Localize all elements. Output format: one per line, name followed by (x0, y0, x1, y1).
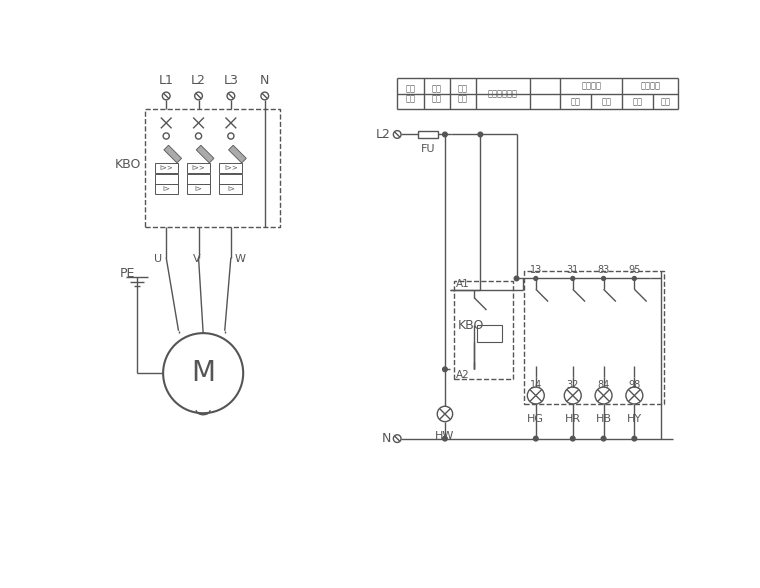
Text: HR: HR (565, 414, 581, 424)
Bar (154, 163, 178, 173)
Text: 等待: 等待 (632, 97, 642, 106)
Bar (154, 183, 178, 194)
Circle shape (442, 132, 447, 137)
Text: I>: I> (227, 186, 235, 192)
Text: L3: L3 (223, 74, 239, 86)
Text: I>>: I>> (224, 165, 238, 171)
Text: N: N (260, 74, 270, 86)
Circle shape (602, 276, 606, 280)
Text: 辅助信号: 辅助信号 (581, 82, 601, 91)
Text: 电源
信号: 电源 信号 (458, 84, 467, 103)
Text: 83: 83 (597, 265, 610, 275)
Text: I>>: I>> (192, 165, 205, 171)
Text: A2: A2 (456, 370, 470, 380)
Circle shape (632, 436, 637, 441)
Circle shape (442, 367, 447, 372)
Text: HG: HG (527, 414, 544, 424)
Circle shape (571, 436, 575, 441)
Text: L2: L2 (376, 128, 391, 141)
Bar (154, 173, 178, 183)
Text: 二次
电源: 二次 电源 (406, 84, 416, 103)
Text: N: N (382, 432, 391, 445)
Circle shape (632, 276, 636, 280)
Text: I>: I> (195, 186, 202, 192)
Polygon shape (164, 145, 182, 163)
Circle shape (571, 276, 575, 280)
Text: 98: 98 (629, 380, 641, 390)
Text: V: V (193, 254, 201, 264)
Text: 14: 14 (530, 380, 542, 390)
Polygon shape (196, 145, 214, 163)
Text: W: W (235, 254, 245, 264)
Text: L2: L2 (191, 74, 206, 86)
Circle shape (442, 436, 447, 441)
Text: U: U (154, 254, 163, 264)
Text: 信号报警: 信号报警 (640, 82, 660, 91)
Text: 13: 13 (530, 265, 542, 275)
Circle shape (534, 436, 538, 441)
Circle shape (478, 132, 483, 137)
Circle shape (515, 276, 519, 281)
Text: A1: A1 (456, 279, 470, 289)
Circle shape (534, 276, 538, 280)
Text: 电源
保护: 电源 保护 (432, 84, 442, 103)
Text: KBO: KBO (458, 319, 483, 332)
Bar (187, 163, 210, 173)
Text: 运行: 运行 (571, 97, 581, 106)
Text: 84: 84 (597, 380, 610, 390)
Bar (418, 131, 438, 138)
Text: PE: PE (119, 266, 135, 279)
Bar (220, 183, 242, 194)
Circle shape (601, 436, 606, 441)
Text: M: M (192, 359, 215, 387)
Text: FU: FU (421, 145, 435, 155)
Text: HY: HY (627, 414, 642, 424)
Text: 就地手动控制: 就地手动控制 (488, 89, 518, 98)
Bar (220, 173, 242, 183)
Text: I>: I> (163, 186, 170, 192)
Bar (477, 325, 502, 342)
Text: 31: 31 (567, 265, 579, 275)
Text: HW: HW (435, 431, 454, 441)
Text: 32: 32 (566, 380, 579, 390)
Polygon shape (229, 145, 246, 163)
Text: I>>: I>> (160, 165, 173, 171)
Text: 停止: 停止 (602, 97, 612, 106)
Bar (187, 173, 210, 183)
Bar (220, 163, 242, 173)
Text: 故障: 故障 (660, 97, 670, 106)
Bar (187, 183, 210, 194)
Text: HB: HB (596, 414, 612, 424)
Text: L1: L1 (159, 74, 173, 86)
Text: KBO: KBO (115, 158, 141, 171)
Text: 95: 95 (629, 265, 641, 275)
